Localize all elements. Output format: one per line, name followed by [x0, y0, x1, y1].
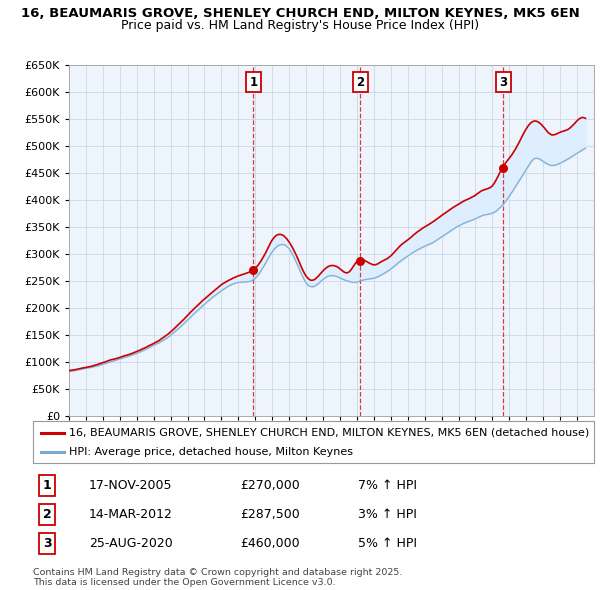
Text: HPI: Average price, detached house, Milton Keynes: HPI: Average price, detached house, Milt…: [70, 447, 353, 457]
Text: 3: 3: [43, 537, 52, 550]
Text: 2: 2: [43, 508, 52, 522]
Text: £270,000: £270,000: [241, 479, 301, 492]
Text: 25-AUG-2020: 25-AUG-2020: [89, 537, 173, 550]
Text: 16, BEAUMARIS GROVE, SHENLEY CHURCH END, MILTON KEYNES, MK5 6EN (detached house): 16, BEAUMARIS GROVE, SHENLEY CHURCH END,…: [70, 428, 590, 438]
Text: 1: 1: [249, 76, 257, 88]
Text: 1: 1: [43, 479, 52, 492]
Text: 2: 2: [356, 76, 364, 88]
Text: £460,000: £460,000: [241, 537, 300, 550]
Text: Contains HM Land Registry data © Crown copyright and database right 2025.
This d: Contains HM Land Registry data © Crown c…: [33, 568, 403, 587]
Text: £287,500: £287,500: [241, 508, 301, 522]
Text: 17-NOV-2005: 17-NOV-2005: [89, 479, 173, 492]
Text: 16, BEAUMARIS GROVE, SHENLEY CHURCH END, MILTON KEYNES, MK5 6EN: 16, BEAUMARIS GROVE, SHENLEY CHURCH END,…: [20, 7, 580, 20]
Text: 5% ↑ HPI: 5% ↑ HPI: [358, 537, 418, 550]
Text: Price paid vs. HM Land Registry's House Price Index (HPI): Price paid vs. HM Land Registry's House …: [121, 19, 479, 32]
Text: 14-MAR-2012: 14-MAR-2012: [89, 508, 173, 522]
Text: 3% ↑ HPI: 3% ↑ HPI: [358, 508, 417, 522]
Text: 7% ↑ HPI: 7% ↑ HPI: [358, 479, 418, 492]
Text: 3: 3: [499, 76, 508, 88]
